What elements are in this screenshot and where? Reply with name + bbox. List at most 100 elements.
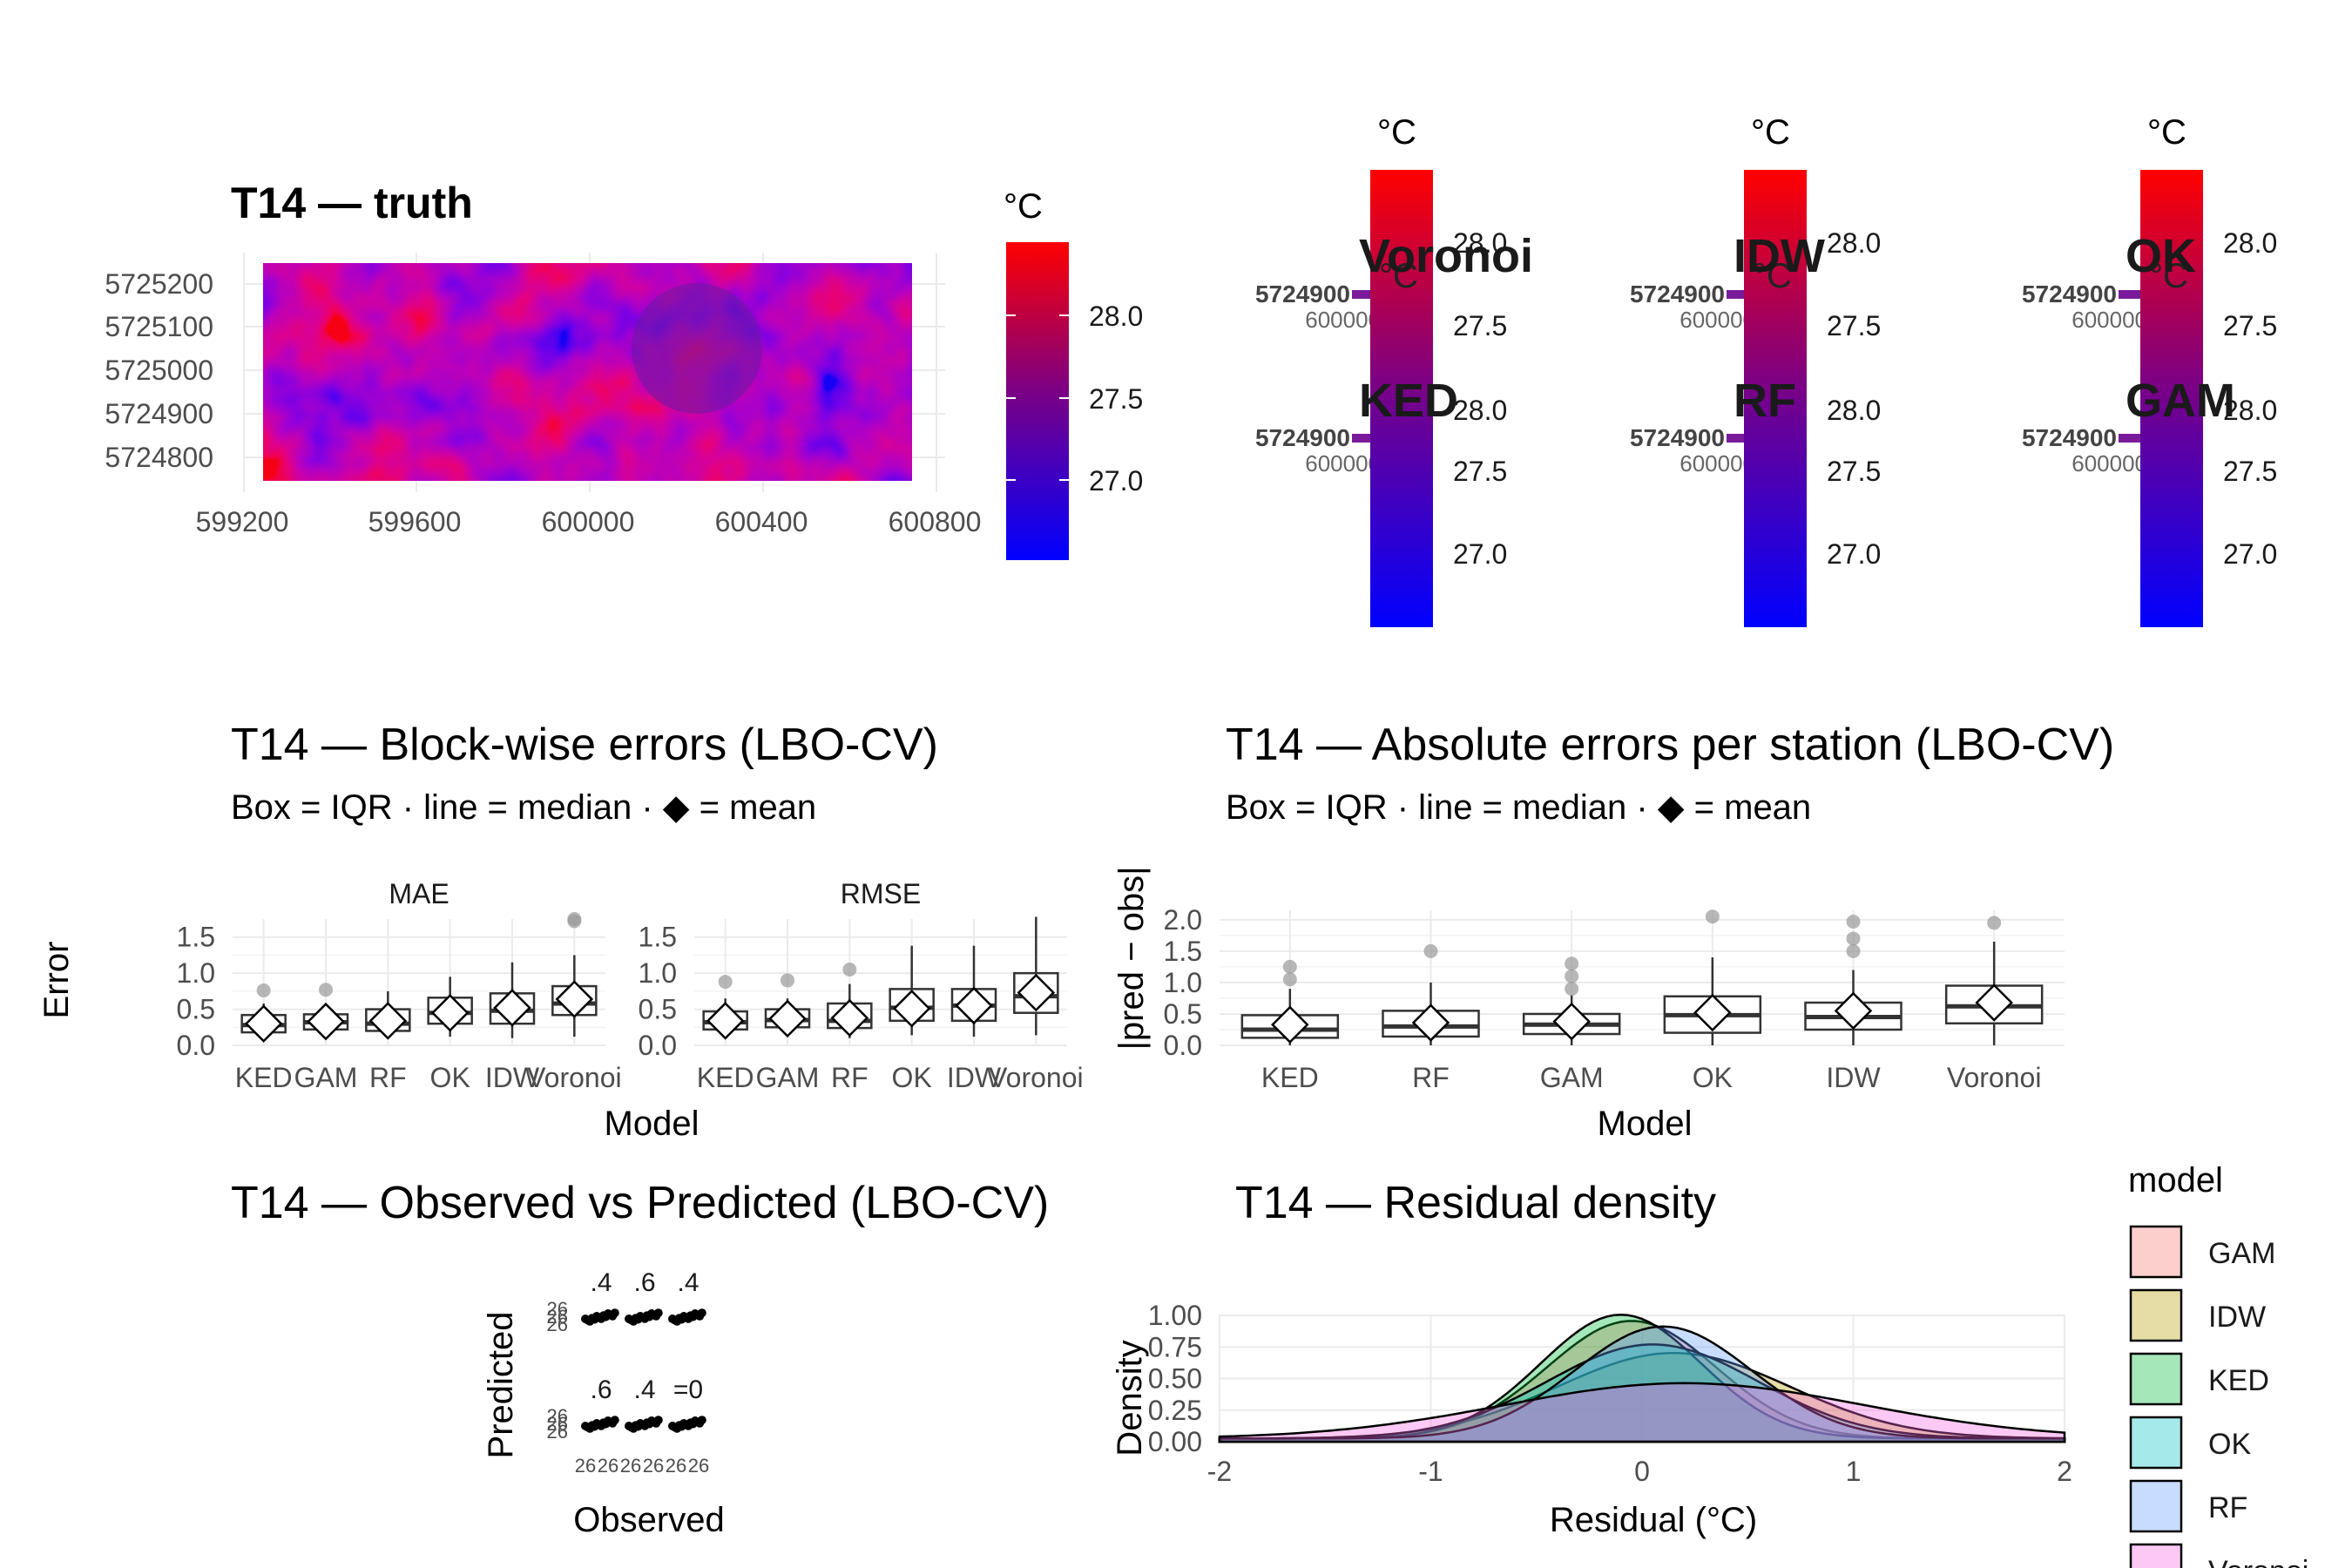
legend-key-bg — [2128, 1351, 2184, 1407]
y-tick-label: 1.0 — [639, 957, 677, 989]
truth-x-ticks: 599200 599600 600000 600400 600800 — [196, 506, 982, 537]
obs-pred-x-tick: 26 — [666, 1455, 686, 1477]
x-tick-label: -1 — [1418, 1456, 1443, 1487]
legend-key-bg — [2128, 1542, 2184, 1568]
facet-strip-label: RMSE — [841, 878, 921, 909]
box-outlier — [1987, 916, 2002, 930]
y-tick-label: 2.0 — [1164, 904, 1202, 936]
mini-legend-tick: 27.0 — [1453, 538, 1507, 570]
mini-map-raster — [1352, 290, 1378, 299]
mini-colorbar — [1744, 170, 1807, 627]
legend-key-bg — [2128, 1415, 2184, 1470]
obs-pred-x-label: Observed — [573, 1501, 724, 1539]
x-tick-label: 0 — [1634, 1456, 1650, 1487]
truth-x-tick: 600400 — [715, 506, 808, 537]
obs-pred-x-tick: 26 — [620, 1455, 641, 1477]
truth-legend-tick: 28.0 — [1089, 301, 1143, 332]
mini-map-x-tick: 600000 — [2072, 307, 2147, 333]
legend-key-bg — [2128, 1288, 2184, 1343]
box-outlier — [842, 963, 857, 977]
mini-colorbar — [1370, 170, 1433, 627]
truth-raster-grain — [263, 263, 912, 481]
obs-pred-point — [697, 1416, 706, 1425]
truth-legend-tick: 27.5 — [1089, 383, 1143, 415]
mini-map-raster — [2119, 434, 2145, 443]
mini-legend-tick: 27.5 — [2223, 310, 2277, 341]
mini-legend-tick: 27.5 — [1827, 310, 1881, 341]
density-legend-title: model — [2128, 1161, 2223, 1200]
box-mean-diamond — [1017, 973, 1056, 1012]
truth-title: T14 — truth — [231, 179, 473, 227]
box-outlier — [1282, 959, 1297, 974]
abs-error-x-label: Model — [1598, 1105, 1693, 1143]
obs-pred-x-tick: 26 — [643, 1455, 664, 1477]
x-tick-label: IDW — [947, 1062, 1002, 1093]
truth-colorbar-ticks — [1006, 314, 1069, 481]
box-mean-diamond — [768, 999, 807, 1038]
legend-label: IDW — [2208, 1301, 2266, 1334]
truth-x-tick: 600000 — [542, 506, 635, 537]
x-tick-label: GAM — [294, 1062, 358, 1093]
x-tick-label: OK — [430, 1062, 470, 1093]
box-outlier — [1846, 931, 1861, 946]
obs-pred-y-tick: 26 — [547, 1298, 568, 1320]
obs-pred-x-tick: 26 — [575, 1455, 596, 1477]
blockwise-title: T14 — Block-wise errors (LBO-CV) — [231, 720, 938, 770]
mini-map-y-tick: 5724900 — [2022, 424, 2117, 451]
box-outlier — [1846, 943, 1861, 958]
mini-legend-tick: 28.0 — [1827, 227, 1881, 259]
obs-pred-y-tick: 26 — [547, 1413, 568, 1435]
mini-legend-tick: 27.0 — [2223, 538, 2277, 570]
truth-legend-tick: 27.0 — [1089, 465, 1143, 497]
mini-map-title: Voronoi — [1359, 230, 1533, 282]
x-tick-label: KED — [235, 1062, 293, 1093]
y-tick-label: 1.5 — [1164, 936, 1202, 967]
obs-pred-facet-label: .6 — [633, 1268, 655, 1297]
abs-error-subtitle: Box = IQR · line = median · ◆ = mean — [1226, 787, 1811, 828]
mini-colorbar — [2140, 170, 2203, 627]
x-tick-label: IDW — [1826, 1062, 1881, 1093]
obs-pred-point — [610, 1308, 619, 1318]
truth-y-tick: 5725000 — [105, 355, 213, 386]
x-tick-label: 2 — [2057, 1456, 2072, 1487]
mini-legend-tick: 27.5 — [1453, 310, 1507, 341]
abs-error-plot: 0.00.51.01.52.0 KED RF GAM OK IDW Voronoi — [1164, 904, 2065, 1093]
box-outlier — [1282, 972, 1297, 987]
truth-y-tick: 5724900 — [105, 398, 213, 429]
y-tick-label: 1.0 — [1164, 967, 1202, 998]
blockwise-y-label: Error — [37, 942, 76, 1019]
box-mean-diamond — [307, 1002, 345, 1041]
x-tick-label: RF — [831, 1062, 868, 1093]
y-tick-label: 1.5 — [177, 922, 215, 953]
mini-map-x-tick: 600000 — [1305, 450, 1381, 476]
obs-pred-facet-label: .6 — [590, 1375, 612, 1404]
blockwise-subtitle-diamond: ◆ — [663, 787, 690, 828]
box-outlier — [1705, 909, 1720, 924]
box-outlier — [1565, 982, 1579, 997]
mini-map-raster — [1352, 434, 1378, 443]
box-outlier — [1565, 969, 1579, 983]
box-mean-diamond — [1411, 1004, 1450, 1042]
x-tick-label: IDW — [485, 1062, 540, 1093]
y-tick-label: 0.75 — [1148, 1331, 1202, 1362]
truth-colorbar-labels: 28.0 27.5 27.0 — [1089, 301, 1143, 497]
x-tick-label: Voronoi — [527, 1062, 622, 1093]
box-outlier — [1423, 943, 1438, 958]
mini-map-y-tick: 5724900 — [2022, 280, 2117, 308]
mini-map-raster — [1727, 290, 1753, 299]
obs-pred-panel: T14 — Observed vs Predicted (LBO-CV) Pre… — [231, 1178, 1049, 1539]
abs-error-title: T14 — Absolute errors per station (LBO-C… — [1226, 720, 2114, 770]
density-title: T14 — Residual density — [1235, 1178, 1716, 1228]
box-outlier — [567, 912, 582, 926]
mini-legend-title: °C — [1377, 113, 1416, 152]
y-tick-label: 0.25 — [1148, 1395, 1202, 1426]
abs-error-subtitle-diamond: ◆ — [1658, 787, 1685, 828]
mini-map-x-tick: 600000 — [2072, 450, 2147, 476]
mini-map-y-tick: 5724900 — [1630, 280, 1725, 308]
blockwise-subtitle-part: Box = IQR · line = median · — [231, 788, 663, 827]
x-tick-label: RF — [369, 1062, 407, 1093]
mini-legend-tick: 27.5 — [1827, 456, 1881, 487]
